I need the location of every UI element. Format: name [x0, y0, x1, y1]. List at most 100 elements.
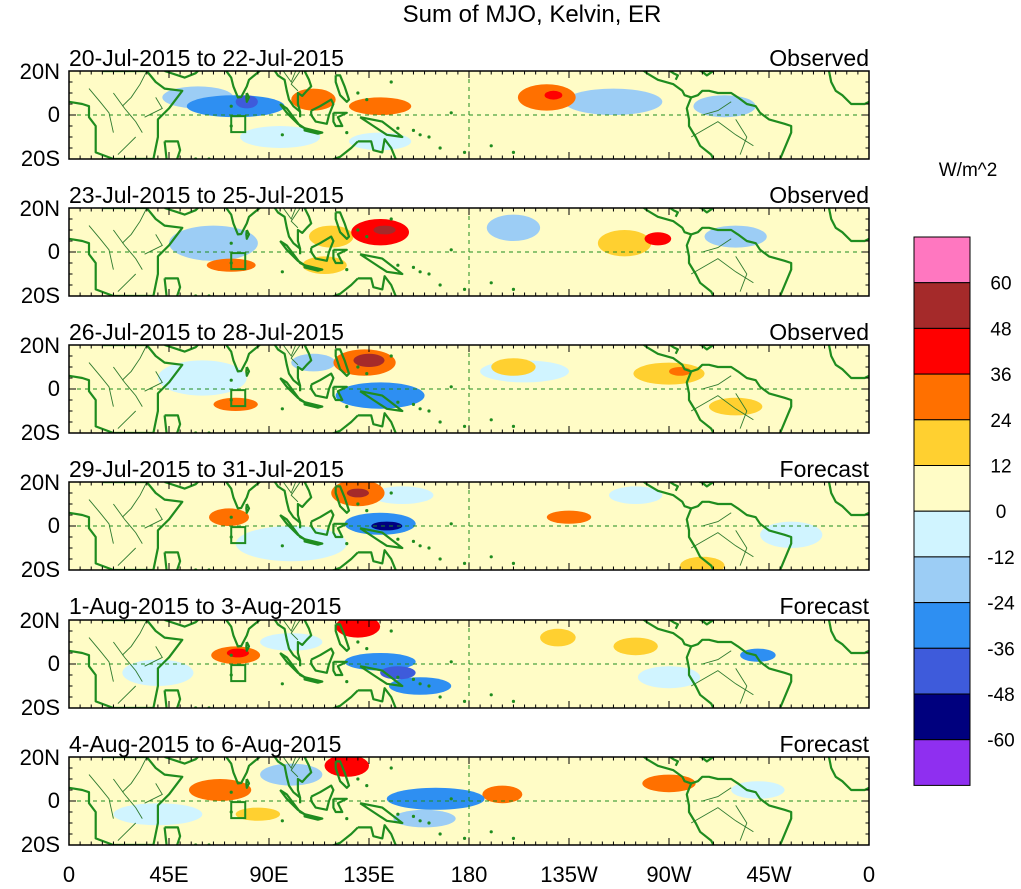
island — [365, 784, 369, 788]
colorbar-units: W/m^2 — [939, 160, 998, 181]
country-border — [735, 668, 748, 704]
island — [462, 836, 467, 841]
island — [418, 682, 422, 686]
country-border — [690, 807, 754, 833]
coastline — [164, 345, 200, 353]
coastline — [631, 345, 793, 433]
coastline — [631, 482, 793, 570]
island — [365, 98, 369, 102]
country-border — [113, 778, 143, 819]
coastline — [668, 71, 680, 81]
island — [418, 133, 422, 137]
coastline — [357, 138, 397, 159]
coastline — [631, 71, 793, 159]
longitude-axis: 0 45E 90E 135E 180 135W 90W 45W 0 — [63, 862, 875, 887]
coastline — [332, 660, 348, 677]
island — [427, 684, 431, 688]
region-box — [230, 526, 247, 545]
anomaly-contour-3 — [731, 781, 785, 799]
coastline — [163, 826, 182, 845]
coastline — [827, 345, 869, 380]
coastline — [245, 229, 251, 240]
lat-tick-label: 0 — [48, 376, 60, 401]
coastline — [827, 620, 869, 655]
country-border — [290, 71, 301, 92]
panel-status: Observed — [769, 182, 869, 208]
island — [462, 424, 467, 428]
coastline — [332, 385, 348, 402]
coastline — [631, 208, 793, 296]
coastline — [827, 482, 869, 517]
island — [418, 270, 422, 274]
island — [462, 150, 467, 154]
colorbar-label: -12 — [987, 548, 1014, 569]
island — [396, 537, 400, 541]
coastline — [331, 277, 359, 296]
colorbar-label: 36 — [990, 365, 1011, 386]
anomaly-contour-8 — [389, 677, 452, 695]
country-border — [690, 258, 754, 284]
island — [449, 248, 453, 252]
lon-tick-label: 90W — [646, 862, 691, 887]
region-box — [230, 389, 247, 408]
colorbar-label: -24 — [987, 594, 1015, 615]
country-border — [117, 136, 137, 155]
coastline — [668, 757, 680, 767]
coastline — [827, 208, 869, 243]
colorbar-label: -48 — [987, 685, 1014, 706]
country-border — [735, 119, 748, 155]
coastline — [245, 366, 251, 377]
coastline — [331, 140, 359, 159]
panel-period: 4-Aug-2015 to 6-Aug-2015 — [69, 731, 341, 757]
lat-tick-label: 20N — [20, 745, 60, 770]
island — [356, 502, 360, 506]
coastline — [224, 345, 262, 373]
colorbar-swatch — [913, 373, 971, 421]
coastline — [245, 641, 251, 652]
country-border — [690, 670, 754, 696]
coastline — [334, 211, 351, 240]
colorbar-label: 0 — [996, 502, 1007, 523]
coastline — [359, 116, 404, 139]
coastline — [303, 264, 324, 272]
anomaly-contour-8 — [213, 397, 258, 411]
coastline — [296, 345, 313, 387]
country-border — [290, 208, 301, 229]
anomaly-contour-7 — [633, 362, 705, 385]
coastline — [359, 253, 404, 276]
island — [280, 270, 284, 274]
country-border — [690, 121, 754, 147]
coastline — [685, 96, 715, 159]
coastline — [224, 482, 262, 510]
island — [427, 135, 431, 139]
island — [511, 836, 516, 841]
island — [396, 675, 400, 679]
country-border — [735, 256, 748, 292]
island — [411, 265, 416, 269]
island — [229, 378, 233, 382]
coastline — [357, 687, 397, 708]
coastline — [296, 757, 313, 799]
colorbar-swatch — [913, 327, 971, 375]
coastline — [698, 345, 715, 351]
panel-period: 26-Jul-2015 to 28-Jul-2015 — [69, 319, 344, 345]
coastline — [359, 802, 404, 825]
panel-status: Forecast — [780, 731, 870, 757]
island — [489, 693, 493, 697]
island — [449, 385, 453, 389]
island — [345, 680, 349, 684]
panel-1: 20-Jul-2015 to 22-Jul-2015 Observed 20N 0 20… — [20, 45, 870, 171]
island — [427, 821, 431, 825]
lat-tick-label: 20S — [21, 557, 60, 582]
coastline — [359, 390, 404, 413]
panel-stack: 20-Jul-2015 to 22-Jul-2015 Observed 20N 0 20… — [20, 45, 870, 857]
country-border — [117, 410, 137, 429]
coastline — [303, 538, 324, 546]
coastline — [69, 208, 184, 296]
coastline — [296, 208, 313, 250]
coastline — [685, 233, 715, 296]
country-border — [117, 273, 137, 292]
coastline — [332, 522, 348, 539]
island — [229, 515, 233, 519]
chart-title: Sum of MJO, Kelvin, ER — [403, 1, 662, 28]
